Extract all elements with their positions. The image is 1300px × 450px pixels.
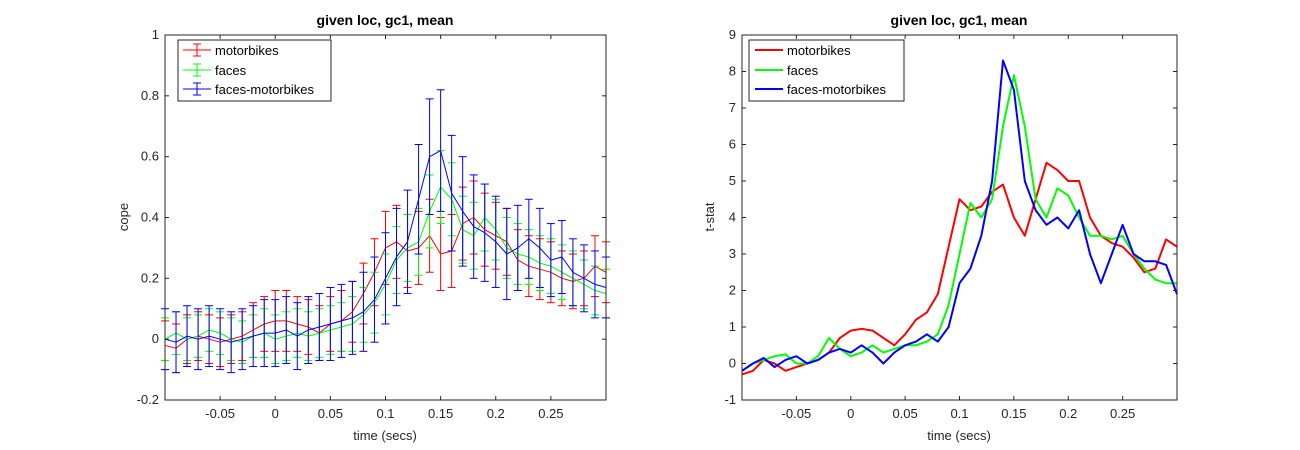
right-x-tick-label: 0.1 — [950, 406, 968, 421]
right-chart-panel: -0.05 0 0.05 0.1 0.15 0.2 0.25 -1 0 1 2 3 4 5 6 7 8 9 giv… — [702, 12, 1178, 443]
right-y-axis-label: t-stat — [702, 202, 717, 231]
left-legend-item-faces-motorbikes: faces-motorbikes — [183, 82, 314, 97]
left-chart-panel: -0.05 0 0.05 0.1 0.15 0.2 0.25 -0.2 0 0.2 0.4 0.6 0.… — [116, 12, 610, 443]
right-y-tick-label: 7 — [729, 100, 736, 115]
right-legend-item-faces: faces — [755, 63, 819, 78]
left-x-tick-label: 0.05 — [318, 406, 343, 421]
left-y-axis-label: cope — [116, 203, 131, 231]
left-x-tick-label: 0.2 — [487, 406, 505, 421]
left-x-tick-label: 0.1 — [376, 406, 394, 421]
left-y-tick-label: 0.8 — [141, 88, 159, 103]
right-series-faces-motorbikes — [741, 59, 1178, 372]
right-series-faces — [741, 74, 1177, 372]
left-x-tick-label: 0 — [272, 406, 279, 421]
right-x-tick-label: 0.25 — [1110, 406, 1135, 421]
right-legend-item-faces-motorbikes: faces-motorbikes — [755, 82, 886, 97]
right-y-tick-label: 9 — [729, 27, 736, 42]
left-legend-label-faces: faces — [215, 63, 247, 78]
right-y-tick-label: 8 — [729, 64, 736, 79]
right-y-tick-label: -1 — [724, 392, 736, 407]
left-y-tick-label: 0.4 — [141, 210, 159, 225]
right-x-tick-label: -0.05 — [782, 406, 812, 421]
left-legend: motorbikes faces faces-motorbikes — [177, 39, 332, 102]
left-y-tick-label: 0.6 — [141, 149, 159, 164]
left-y-tick-label: 0 — [152, 331, 159, 346]
left-x-axis-label: time (secs) — [353, 428, 417, 443]
left-chart-title: given loc, gc1, mean — [317, 12, 454, 28]
right-x-tick-label: 0.05 — [892, 406, 917, 421]
left-series-group — [161, 89, 610, 374]
right-x-tick-label: 0.15 — [1001, 406, 1026, 421]
right-y-tick-label: 1 — [729, 319, 736, 334]
right-series-group — [741, 59, 1178, 376]
right-y-tick-label: 2 — [729, 283, 736, 298]
right-y-tick-label: 4 — [729, 210, 736, 225]
left-legend-label-motorbikes: motorbikes — [215, 43, 279, 58]
right-legend: motorbikes faces faces-motorbikes — [748, 39, 905, 102]
left-line-faces-motorbikes — [164, 150, 607, 343]
left-x-tick-label: 0.15 — [428, 406, 453, 421]
right-axes-group: -0.05 0 0.05 0.1 0.15 0.2 0.25 -1 0 1 2 3 4 5 6 7 8 9 — [724, 27, 1178, 421]
right-y-tick-label: 6 — [729, 137, 736, 152]
left-y-tick-label: 1 — [152, 27, 159, 42]
right-x-tick-label: 0 — [847, 406, 854, 421]
right-legend-label-motorbikes: motorbikes — [787, 43, 851, 58]
right-chart-title: given loc, gc1, mean — [891, 12, 1028, 28]
left-legend-item-motorbikes: motorbikes — [183, 43, 279, 58]
right-x-tick-label: 0.2 — [1059, 406, 1077, 421]
right-legend-label-faces-motorbikes: faces-motorbikes — [787, 82, 886, 97]
right-legend-label-faces: faces — [787, 63, 819, 78]
right-y-tick-label: 0 — [729, 356, 736, 371]
left-x-tick-label: 0.25 — [538, 406, 563, 421]
right-y-tick-label: 5 — [729, 173, 736, 188]
left-series-faces-motorbikes — [161, 89, 610, 374]
left-y-tick-label: -0.2 — [137, 392, 159, 407]
left-axes-group: -0.05 0 0.05 0.1 0.15 0.2 0.25 -0.2 0 0.2 0.4 0.6 0.… — [137, 27, 607, 421]
left-legend-item-faces: faces — [183, 63, 247, 78]
right-legend-item-motorbikes: motorbikes — [755, 43, 851, 58]
right-line-faces-motorbikes — [741, 59, 1178, 372]
right-y-tick-label: 3 — [729, 246, 736, 261]
right-line-faces — [741, 74, 1177, 372]
left-y-tick-label: 0.2 — [141, 270, 159, 285]
right-x-axis-label: time (secs) — [927, 428, 991, 443]
left-legend-label-faces-motorbikes: faces-motorbikes — [215, 82, 314, 97]
left-x-tick-label: -0.05 — [205, 406, 235, 421]
